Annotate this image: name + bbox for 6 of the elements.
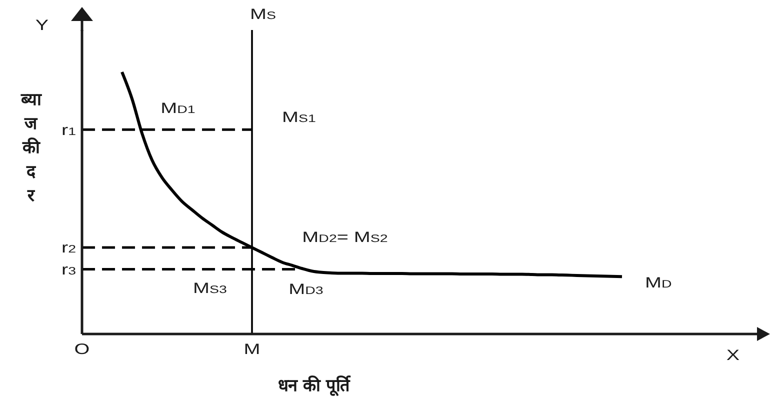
text: Y — [35, 16, 49, 34]
x-tick-label: M — [244, 340, 260, 358]
y-axis-title: ब्याज की दर — [20, 90, 42, 206]
x-axis-title: धन की पूर्ति — [278, 375, 351, 397]
text: X — [726, 346, 740, 364]
x-tick-label: O — [74, 340, 90, 358]
